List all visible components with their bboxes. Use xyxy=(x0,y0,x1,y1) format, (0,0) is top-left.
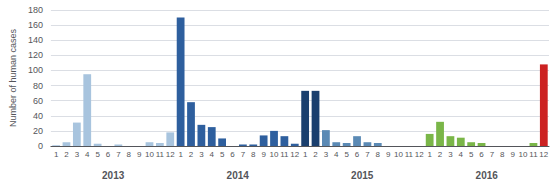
svg-text:8: 8 xyxy=(376,150,381,159)
svg-text:3: 3 xyxy=(75,150,80,159)
svg-text:5: 5 xyxy=(220,150,225,159)
svg-text:3: 3 xyxy=(199,150,204,159)
svg-text:7: 7 xyxy=(241,150,246,159)
svg-text:4: 4 xyxy=(85,150,90,159)
svg-text:80: 80 xyxy=(33,81,43,91)
svg-text:10: 10 xyxy=(394,150,403,159)
svg-text:10: 10 xyxy=(270,150,279,159)
svg-text:11: 11 xyxy=(156,150,165,159)
svg-text:11: 11 xyxy=(529,150,538,159)
svg-text:4: 4 xyxy=(334,150,339,159)
svg-text:2: 2 xyxy=(438,150,443,159)
svg-text:2015: 2015 xyxy=(351,170,374,181)
svg-text:10: 10 xyxy=(519,150,528,159)
svg-text:7: 7 xyxy=(490,150,495,159)
svg-text:12: 12 xyxy=(539,150,548,159)
svg-text:6: 6 xyxy=(106,150,111,159)
svg-text:2013: 2013 xyxy=(102,170,125,181)
svg-text:7: 7 xyxy=(116,150,121,159)
svg-text:4: 4 xyxy=(210,150,215,159)
svg-text:6: 6 xyxy=(355,150,360,159)
svg-text:5: 5 xyxy=(469,150,474,159)
svg-text:10: 10 xyxy=(145,150,154,159)
svg-text:8: 8 xyxy=(127,150,132,159)
svg-text:11: 11 xyxy=(405,150,414,159)
svg-text:1: 1 xyxy=(54,150,59,159)
svg-text:120: 120 xyxy=(28,50,43,60)
svg-text:5: 5 xyxy=(95,150,100,159)
svg-text:140: 140 xyxy=(28,35,43,45)
svg-text:9: 9 xyxy=(137,150,142,159)
svg-text:6: 6 xyxy=(479,150,484,159)
svg-text:60: 60 xyxy=(33,96,43,106)
svg-text:3: 3 xyxy=(448,150,453,159)
svg-text:6: 6 xyxy=(230,150,235,159)
svg-text:8: 8 xyxy=(251,150,256,159)
svg-text:180: 180 xyxy=(28,5,43,15)
svg-text:40: 40 xyxy=(33,111,43,121)
svg-text:3: 3 xyxy=(324,150,329,159)
svg-text:2: 2 xyxy=(64,150,69,159)
svg-text:2016: 2016 xyxy=(476,170,499,181)
svg-text:5: 5 xyxy=(344,150,349,159)
svg-text:160: 160 xyxy=(28,20,43,30)
svg-text:2014: 2014 xyxy=(227,170,250,181)
svg-text:9: 9 xyxy=(386,150,391,159)
svg-text:9: 9 xyxy=(261,150,266,159)
svg-text:0: 0 xyxy=(38,141,43,151)
svg-text:1: 1 xyxy=(427,150,432,159)
svg-text:Number of human cases: Number of human cases xyxy=(8,28,18,127)
svg-text:1: 1 xyxy=(303,150,308,159)
svg-text:12: 12 xyxy=(166,150,175,159)
svg-text:12: 12 xyxy=(290,150,299,159)
svg-text:7: 7 xyxy=(365,150,370,159)
svg-text:9: 9 xyxy=(510,150,515,159)
svg-text:4: 4 xyxy=(459,150,464,159)
svg-text:20: 20 xyxy=(33,126,43,136)
svg-text:100: 100 xyxy=(28,65,43,75)
svg-text:2: 2 xyxy=(313,150,318,159)
svg-text:1: 1 xyxy=(178,150,183,159)
svg-text:11: 11 xyxy=(280,150,289,159)
svg-text:8: 8 xyxy=(500,150,505,159)
svg-text:12: 12 xyxy=(415,150,424,159)
svg-text:2: 2 xyxy=(189,150,194,159)
